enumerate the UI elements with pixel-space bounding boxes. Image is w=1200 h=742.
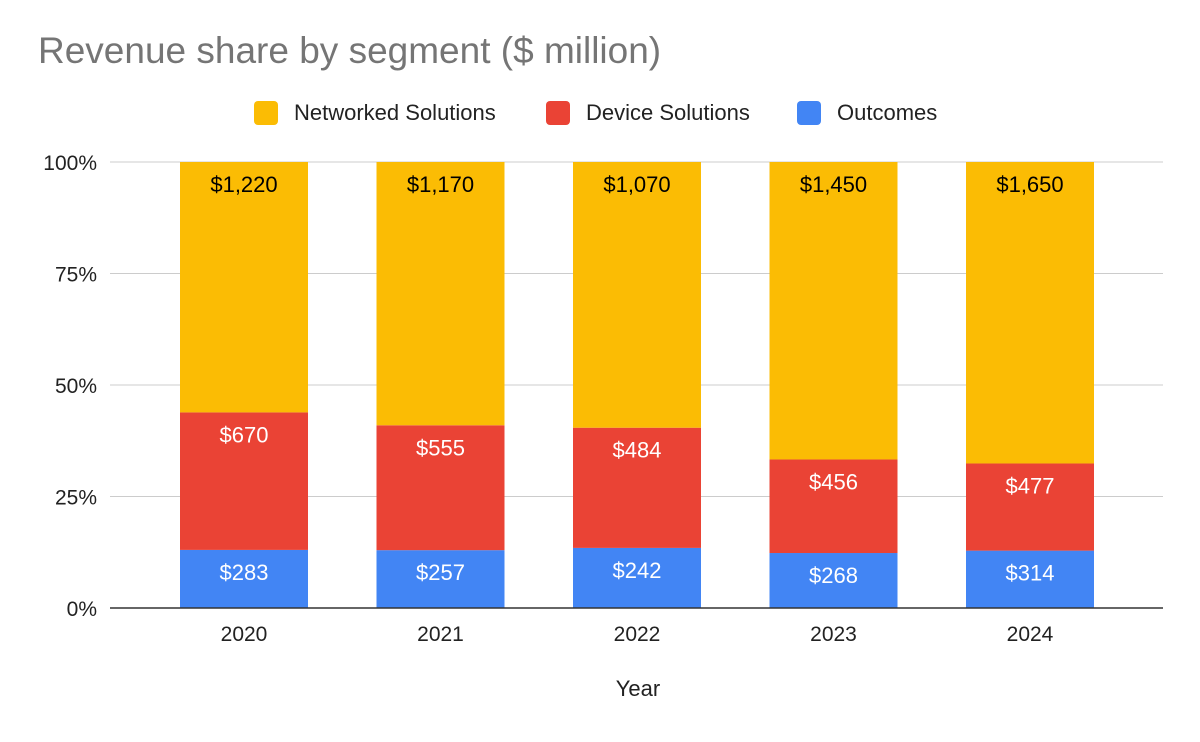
data-label: $283: [220, 560, 269, 585]
bar-segment[interactable]: [573, 427, 701, 548]
bar-segment[interactable]: [769, 162, 898, 460]
legend-item-outcomes[interactable]: Outcomes: [797, 96, 937, 130]
y-tick-label: 25%: [55, 487, 97, 510]
data-label: $1,170: [407, 172, 474, 197]
bar-segment[interactable]: [376, 162, 505, 426]
legend-label-device-solutions: Device Solutions: [586, 100, 750, 125]
data-label: $1,220: [210, 172, 277, 197]
data-label: $257: [416, 560, 465, 585]
x-tick-label: 2021: [417, 623, 464, 646]
data-label: $242: [613, 558, 662, 583]
legend-swatch-networked-solutions: [254, 101, 278, 125]
data-label: $1,650: [996, 172, 1063, 197]
data-label: $670: [220, 422, 269, 447]
data-label: $484: [613, 438, 662, 463]
bar-segment[interactable]: [573, 162, 701, 428]
legend-swatch-outcomes: [797, 101, 821, 125]
legend-label-networked-solutions: Networked Solutions: [294, 100, 496, 125]
bar-segment[interactable]: [376, 425, 505, 551]
data-label: $314: [1006, 561, 1055, 586]
legend-swatch-device-solutions: [546, 101, 570, 125]
x-tick-label: 2024: [1007, 623, 1054, 646]
legend: Networked Solutions Device Solutions Out…: [0, 96, 1200, 130]
x-tick-label: 2020: [221, 623, 268, 646]
x-tick-label: 2023: [810, 623, 857, 646]
data-label: $1,070: [603, 172, 670, 197]
y-tick-label: 50%: [55, 375, 97, 398]
legend-label-outcomes: Outcomes: [837, 100, 938, 125]
legend-item-networked-solutions[interactable]: Networked Solutions: [254, 96, 496, 130]
bar-segment[interactable]: [376, 550, 505, 608]
data-label: $456: [809, 469, 858, 494]
bar-segment[interactable]: [180, 412, 308, 550]
bar-segment[interactable]: [966, 162, 1094, 464]
y-tick-label: 75%: [55, 264, 97, 287]
data-label: $268: [809, 563, 858, 588]
data-label: $1,450: [800, 172, 867, 197]
bar-segment[interactable]: [573, 547, 701, 608]
y-tick-label: 100%: [43, 152, 97, 175]
bar-segment[interactable]: [966, 550, 1094, 608]
bar-segment[interactable]: [769, 553, 898, 608]
data-label: $477: [1006, 473, 1055, 498]
y-tick-label: 0%: [67, 598, 97, 621]
data-label: $555: [416, 435, 465, 460]
x-tick-label: 2022: [614, 623, 661, 646]
bar-segment[interactable]: [966, 463, 1094, 551]
bar-segment[interactable]: [769, 459, 898, 554]
bar-segment[interactable]: [180, 549, 308, 608]
legend-item-device-solutions[interactable]: Device Solutions: [546, 96, 750, 130]
chart-title: Revenue share by segment ($ million): [38, 30, 662, 71]
bar-segment[interactable]: [180, 162, 308, 413]
x-axis-title: Year: [615, 676, 661, 701]
